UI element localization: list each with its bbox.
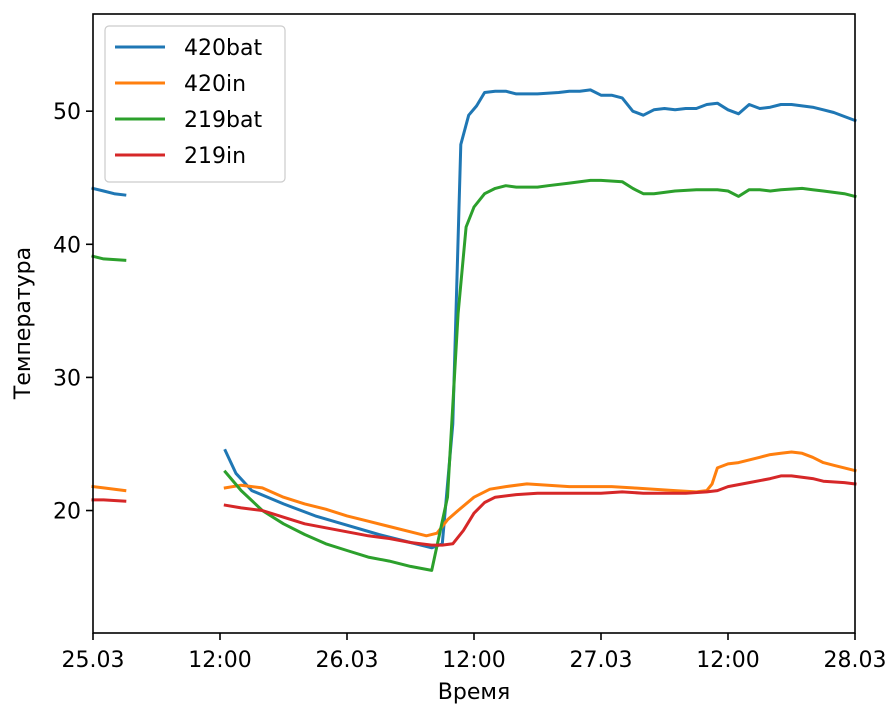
legend-label-420bat: 420bat: [184, 36, 262, 61]
x-tick-label: 27.03: [570, 648, 633, 673]
y-tick-label: 50: [53, 100, 81, 125]
y-axis-label: Температура: [11, 247, 36, 400]
series-line-219in-segment-2: [223, 474, 857, 547]
series-line-420in-segment-1: [91, 484, 127, 493]
legend: 420bat 420in 219bat 219in: [104, 25, 286, 183]
series-line-420bat-segment-1: [91, 186, 127, 197]
x-tick-label: 12:00: [188, 648, 251, 673]
x-axis-label: Время: [438, 680, 510, 704]
series-line-219bat-segment-2: [223, 178, 857, 572]
ticks-layer: 25.03 12:00 26.03 12:00 27.03 12:00 28.03 20 30 4…: [53, 100, 886, 673]
series-420bat: [91, 88, 857, 550]
y-tick-label: 40: [53, 233, 81, 258]
series-219in: [91, 474, 857, 547]
x-tick-label: 12:00: [696, 648, 759, 673]
series-420in: [91, 450, 857, 538]
legend-label-219in: 219in: [184, 144, 246, 169]
y-tick-label: 30: [53, 366, 81, 391]
series-layer: [91, 88, 857, 572]
series-line-219bat-segment-1: [91, 254, 127, 262]
legend-box: [104, 25, 286, 183]
x-tick-label: 25.03: [62, 648, 125, 673]
series-line-420in-segment-2: [223, 450, 857, 538]
x-tick-label: 28.03: [824, 648, 887, 673]
y-tick-label: 20: [53, 500, 81, 525]
series-219bat: [91, 178, 857, 572]
x-tick-label: 26.03: [316, 648, 379, 673]
series-line-420bat-segment-2: [223, 88, 857, 550]
legend-label-219bat: 219bat: [184, 108, 262, 133]
x-tick-label: 12:00: [442, 648, 505, 673]
legend-label-420in: 420in: [184, 72, 246, 97]
series-line-219in-segment-1: [91, 498, 127, 503]
